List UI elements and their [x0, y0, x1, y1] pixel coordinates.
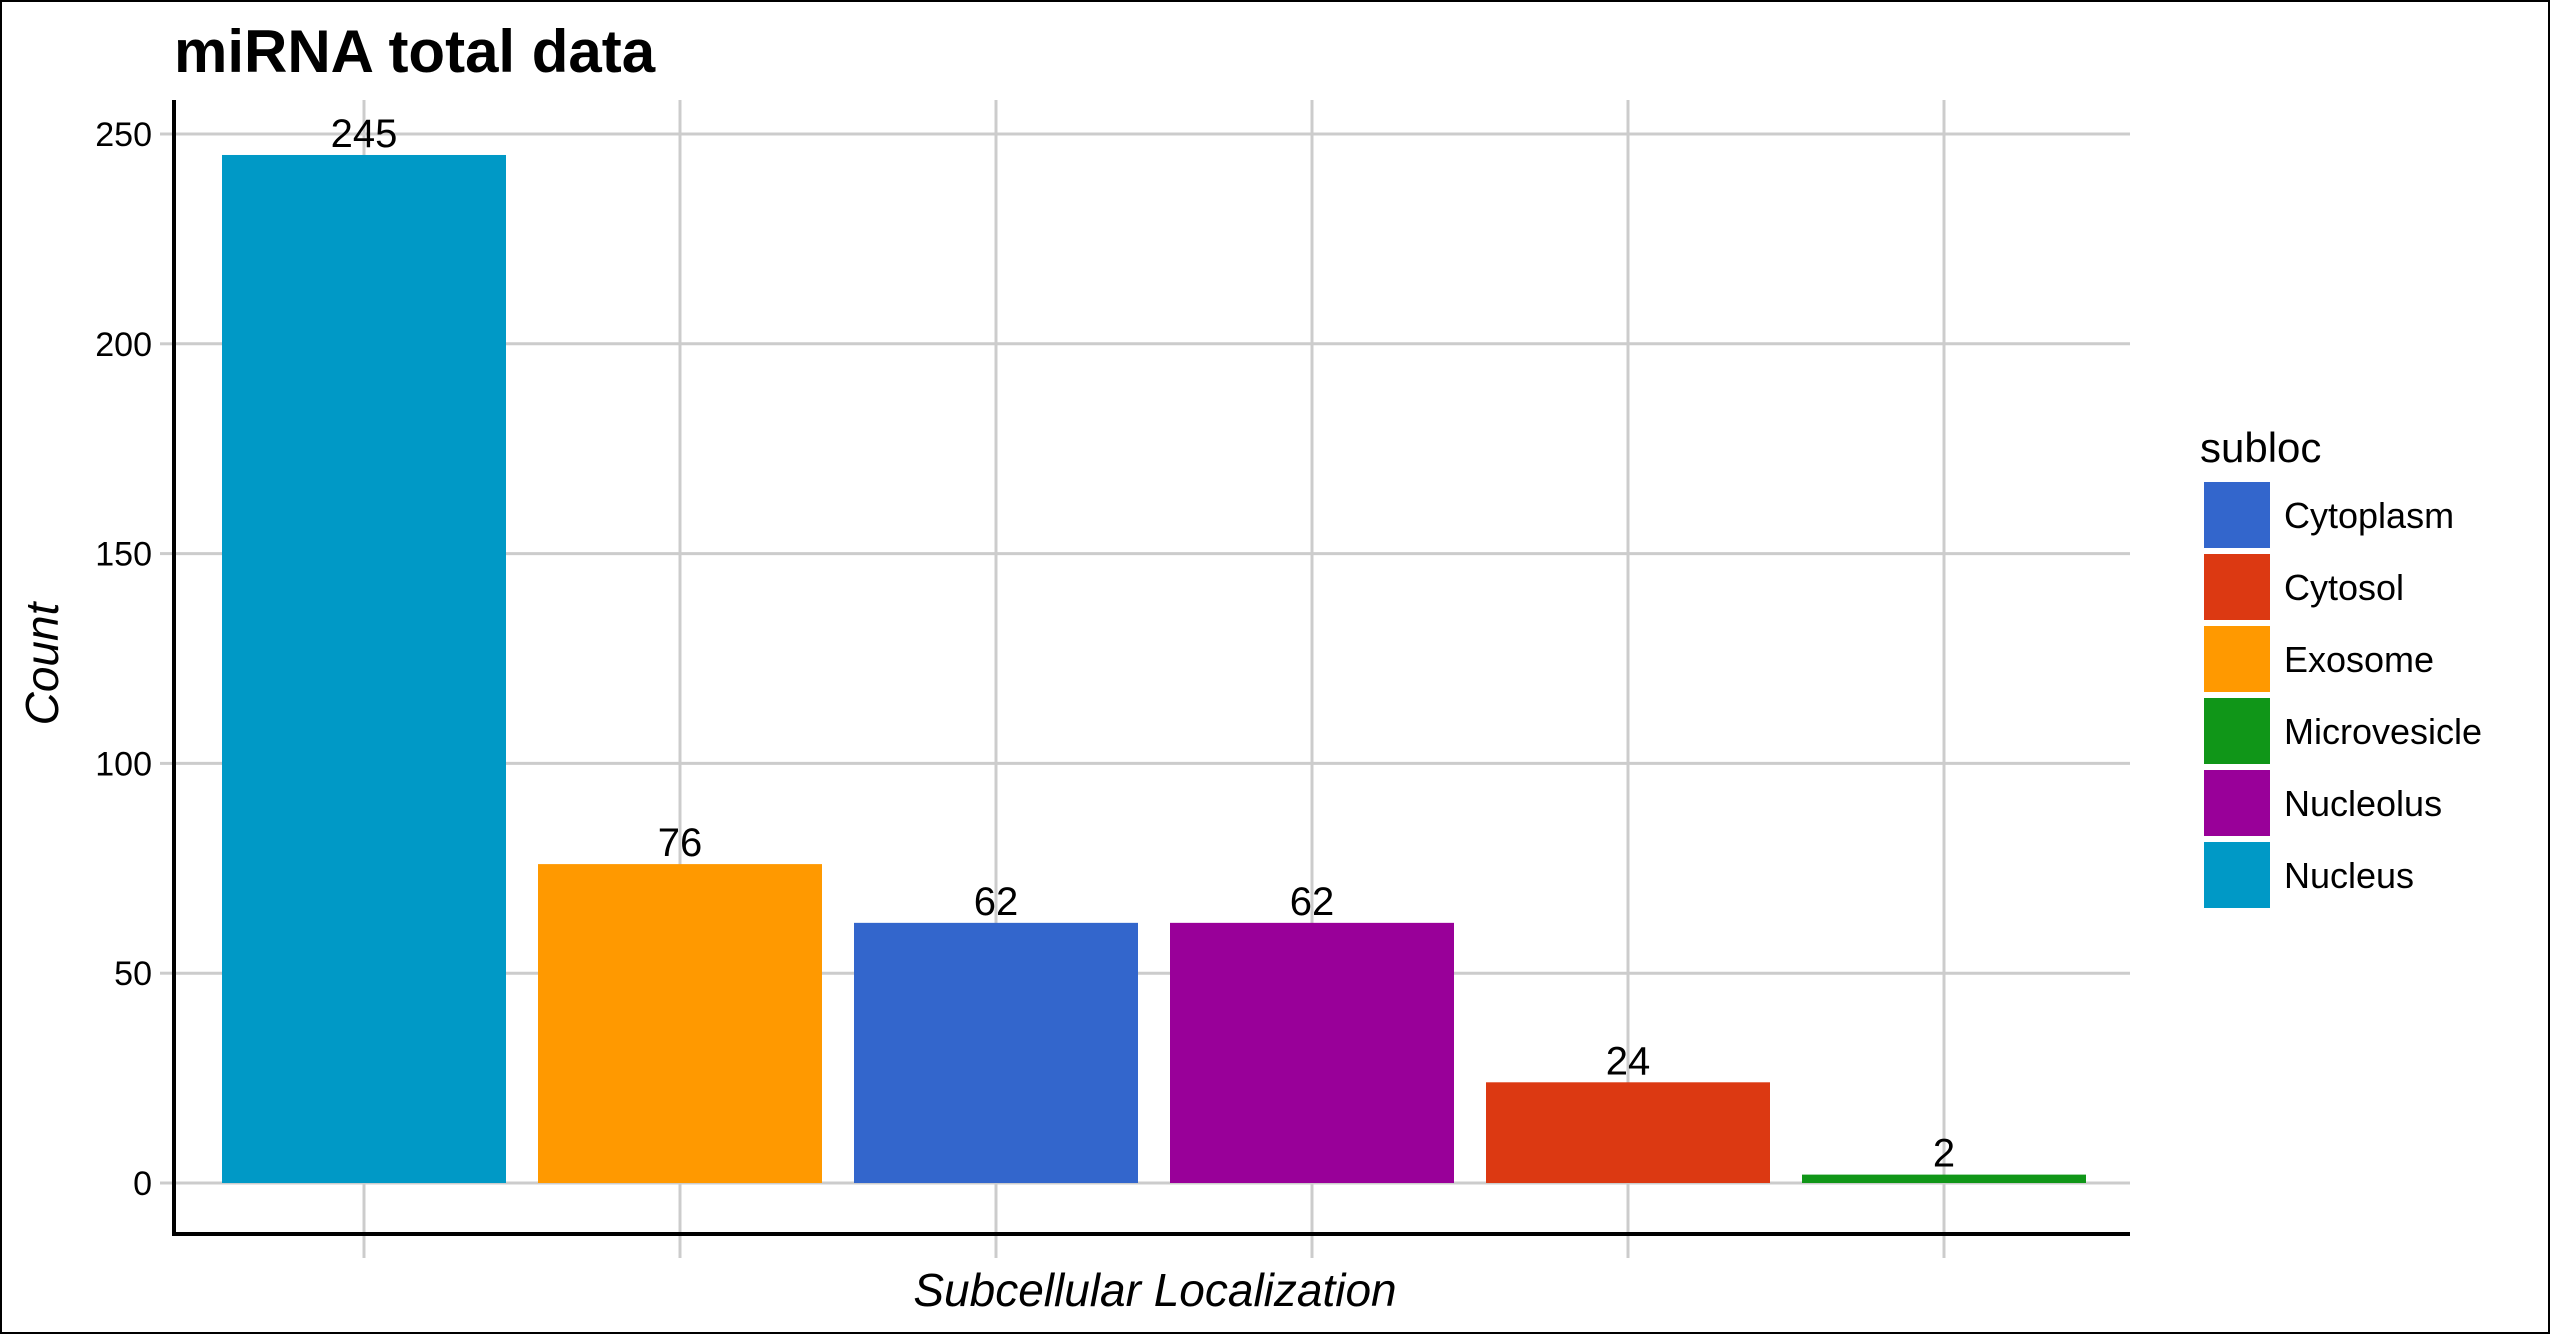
bar-nucleus [222, 154, 506, 1184]
bar-exosome [538, 864, 822, 1183]
bar-value-label: 62 [974, 880, 1019, 924]
legend-title: subloc [2200, 424, 2321, 471]
bar-value-label: 2 [1933, 1132, 1955, 1176]
bar-value-label: 76 [658, 821, 703, 865]
y-tick-label: 0 [133, 1165, 152, 1203]
x-axis-label: Subcellular Localization [913, 1264, 1396, 1316]
axes-layer [160, 100, 2130, 1258]
y-tick-label: 200 [95, 326, 152, 364]
legend-label-nucleus: Nucleus [2284, 855, 2414, 896]
legend-label-exosome: Exosome [2284, 639, 2434, 680]
chart-title: miRNA total data [174, 18, 656, 85]
y-tick-label: 150 [95, 536, 152, 574]
y-axis-label: Count [16, 600, 68, 725]
legend-swatch-exosome [2204, 626, 2270, 692]
legend-swatch-nucleolus [2204, 770, 2270, 836]
legend-swatch-microvesicle [2204, 698, 2270, 764]
legend-label-microvesicle: Microvesicle [2284, 711, 2482, 752]
y-tick-label: 50 [114, 955, 152, 993]
bar-cytoplasm [854, 922, 1138, 1183]
bar-value-label: 24 [1606, 1039, 1651, 1083]
bar-microvesicle [1802, 1174, 2086, 1183]
legend-label-nucleolus: Nucleolus [2284, 783, 2442, 824]
legend: subloc Cytoplasm Cytosol Exosome Microvesic… [2200, 424, 2482, 908]
y-tick-label: 250 [95, 116, 152, 154]
bar-cytosol [1486, 1082, 1770, 1183]
legend-label-cytosol: Cytosol [2284, 567, 2404, 608]
legend-swatch-cytosol [2204, 554, 2270, 620]
bar-value-label: 62 [1290, 880, 1335, 924]
bars-layer [222, 154, 2086, 1184]
legend-label-cytoplasm: Cytoplasm [2284, 495, 2454, 536]
y-tick-label: 100 [95, 745, 152, 783]
legend-swatch-cytoplasm [2204, 482, 2270, 548]
bar-nucleolus [1170, 922, 1454, 1183]
bar-value-label: 245 [331, 112, 398, 156]
labels-layer: 0 50 100 150 200 250 245 76 62 62 24 2 [95, 112, 1955, 1203]
legend-swatch-nucleus [2204, 842, 2270, 908]
